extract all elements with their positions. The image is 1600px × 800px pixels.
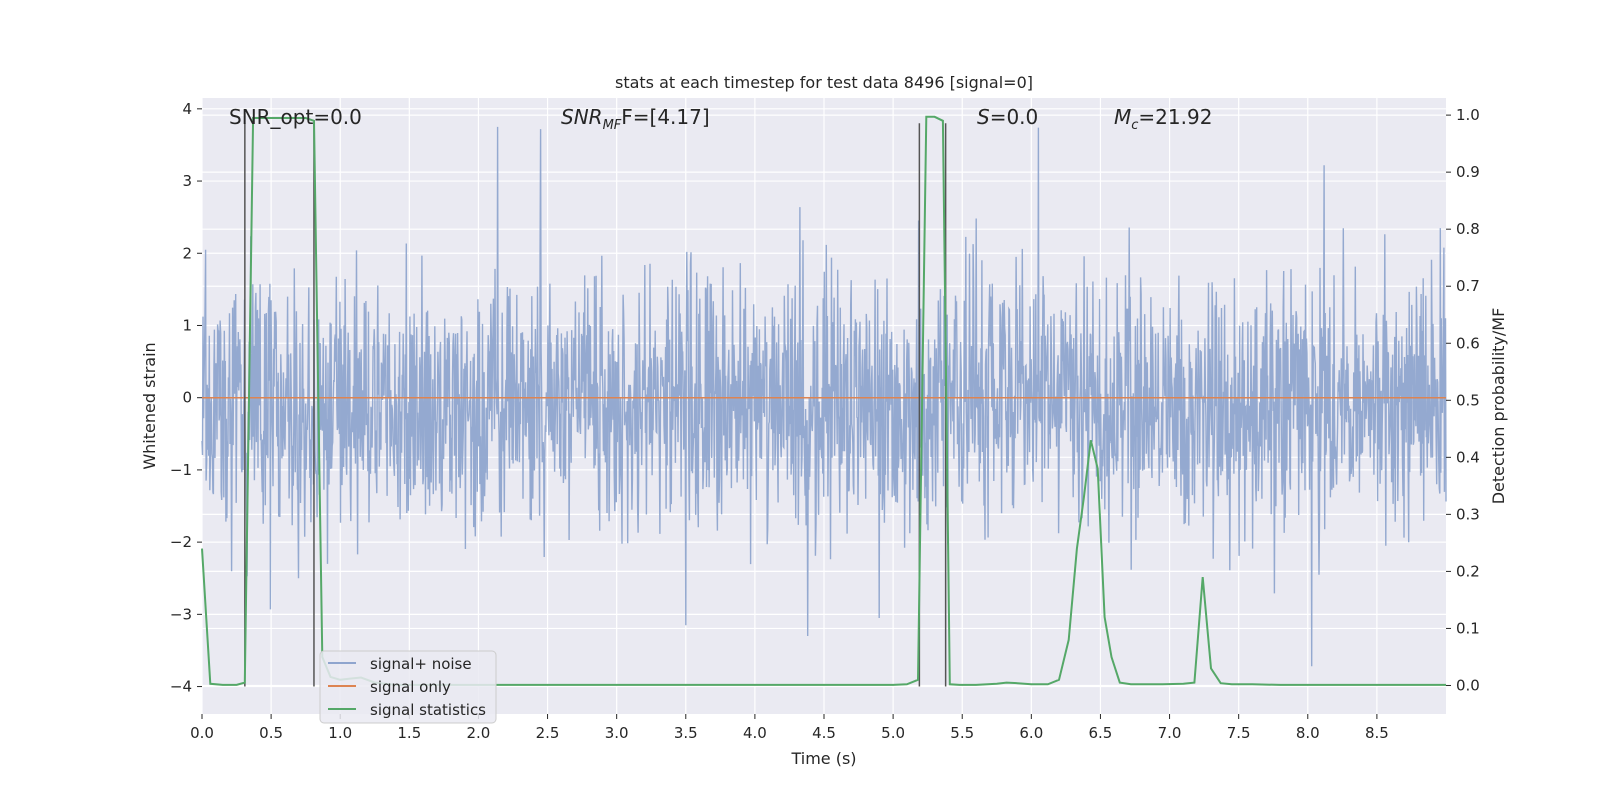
legend-label-signal-plus-noise: signal+ noise <box>370 655 472 673</box>
x-axis-ticks: 0.0 0.5 1.0 1.5 2.0 2.5 3.0 3.5 4.0 4.5 5.0 5.5 6.0 6… <box>190 714 1389 742</box>
x-axis-label: Time (s) <box>790 749 856 768</box>
annotation-mc: Mc=21.92 <box>1114 105 1212 133</box>
y-right-tick-label: 0.8 <box>1456 220 1480 238</box>
y-left-tick-label: 0 <box>182 389 192 407</box>
legend: signal+ noise signal only signal statist… <box>319 650 497 724</box>
y-left-tick-label: 4 <box>182 100 192 118</box>
y-left-axis-label: Whitened strain <box>140 342 159 469</box>
legend-box <box>319 650 497 724</box>
snr-mf-value: F=[4.17] <box>621 105 709 129</box>
annotation-s: S=0.0 <box>977 105 1038 129</box>
mc-value: =21.92 <box>1138 105 1212 129</box>
x-tick-label: 5.5 <box>950 724 974 742</box>
y-left-tick-label: 1 <box>182 316 192 334</box>
legend-label-signal-only: signal only <box>370 678 451 696</box>
x-tick-label: 5.0 <box>881 724 905 742</box>
y-right-axis-label: Detection probability/MF <box>1489 308 1508 505</box>
chart-title: stats at each timestep for test data 849… <box>615 73 1033 92</box>
annotation-snr-opt: SNR_opt=0.0 <box>229 105 362 129</box>
x-tick-label: 7.5 <box>1227 724 1251 742</box>
signal-statistics-line <box>201 115 1446 686</box>
mc-base: M <box>1114 105 1131 129</box>
x-tick-label: 2.0 <box>467 724 491 742</box>
x-tick-label: 8.0 <box>1296 724 1320 742</box>
x-tick-label: 2.5 <box>536 724 560 742</box>
y-left-tick-label: 2 <box>182 244 192 262</box>
s-label: S <box>977 105 990 129</box>
x-tick-label: 0.0 <box>190 724 214 742</box>
y-right-tick-label: 0.9 <box>1456 163 1480 181</box>
y-right-tick-label: 0.7 <box>1456 277 1480 295</box>
snr-mf-base: SNR <box>561 105 603 129</box>
series-signal-plus-noise <box>201 126 1447 667</box>
y-left-tick-label: −2 <box>170 533 192 551</box>
y-right-tick-label: 0.0 <box>1456 676 1480 694</box>
x-tick-label: 1.5 <box>397 724 421 742</box>
y-left-tick-label: −4 <box>170 678 192 696</box>
y-right-axis-ticks: 0.0 0.1 0.2 0.3 0.4 0.5 0.6 0.7 0.8 0.9 1.0 <box>1446 106 1480 694</box>
y-left-tick-label: −1 <box>170 461 192 479</box>
y-right-tick-label: 0.5 <box>1456 391 1480 409</box>
x-tick-label: 8.5 <box>1365 724 1389 742</box>
x-tick-label: 4.5 <box>812 724 836 742</box>
series-signal-statistics <box>201 115 1446 686</box>
x-tick-label: 3.5 <box>674 724 698 742</box>
y-right-tick-label: 0.3 <box>1456 505 1480 523</box>
y-left-tick-label: −3 <box>170 605 192 623</box>
legend-label-signal-statistics: signal statistics <box>370 701 486 719</box>
noise-trace <box>201 126 1447 667</box>
y-right-tick-label: 0.2 <box>1456 562 1480 580</box>
mc-subscript: c <box>1131 118 1138 133</box>
x-tick-label: 4.0 <box>743 724 767 742</box>
x-tick-label: 6.0 <box>1019 724 1043 742</box>
y-left-tick-label: 3 <box>182 172 192 190</box>
s-value: =0.0 <box>990 105 1039 129</box>
snr-mf-subscript: MF <box>603 118 622 133</box>
y-right-tick-label: 0.1 <box>1456 619 1480 637</box>
x-tick-label: 1.0 <box>328 724 352 742</box>
y-right-tick-label: 1.0 <box>1456 106 1480 124</box>
annotation-snr-mf: SNRMFF=[4.17] <box>561 105 710 133</box>
x-tick-label: 7.0 <box>1158 724 1182 742</box>
y-right-tick-label: 0.6 <box>1456 334 1480 352</box>
x-tick-label: 6.5 <box>1089 724 1113 742</box>
x-tick-label: 3.0 <box>605 724 629 742</box>
x-tick-label: 0.5 <box>259 724 283 742</box>
y-left-axis-ticks: −4 −3 −2 −1 0 1 2 3 4 <box>170 100 202 696</box>
y-right-tick-label: 0.4 <box>1456 448 1480 466</box>
